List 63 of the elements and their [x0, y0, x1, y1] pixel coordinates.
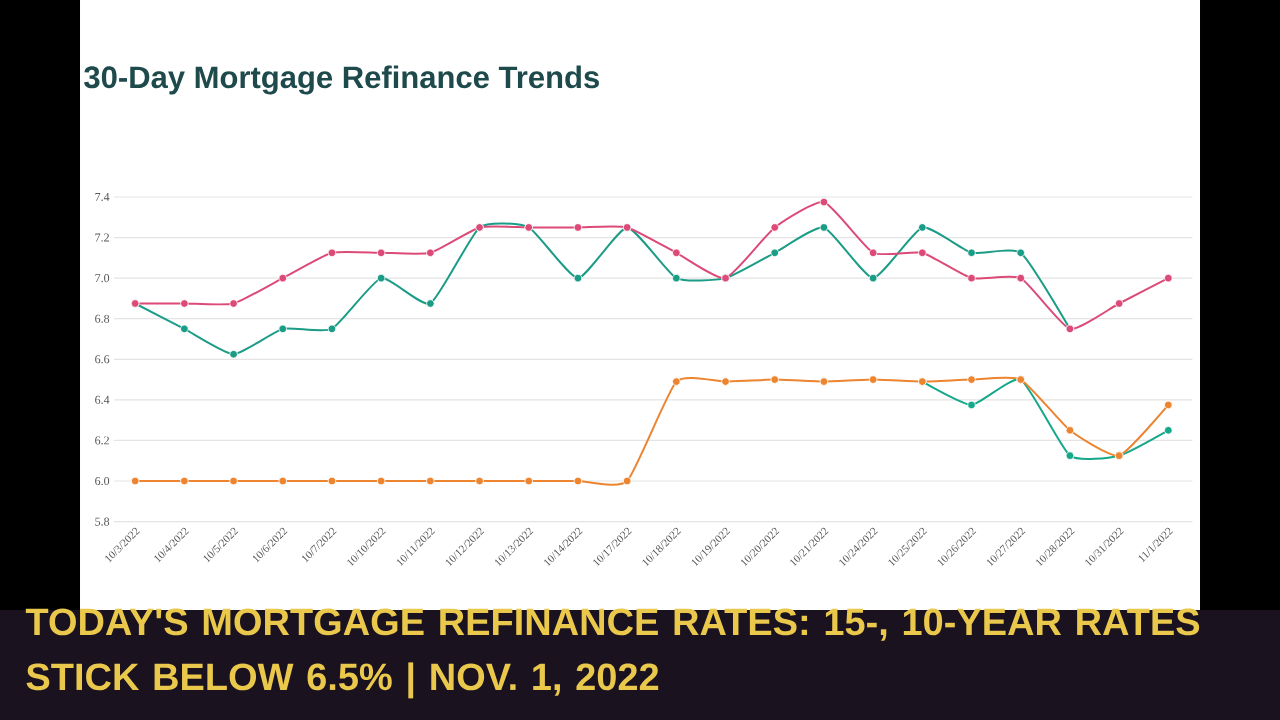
y-tick-label: 7.2 — [95, 233, 109, 242]
point — [376, 248, 386, 257]
point — [672, 273, 681, 283]
point — [130, 476, 140, 486]
point — [229, 350, 238, 359]
point — [819, 197, 829, 207]
y-tick-label: 6.8 — [95, 314, 110, 323]
y-tick-label: 6.6 — [95, 355, 110, 364]
point — [770, 375, 779, 384]
point — [524, 476, 533, 486]
point — [180, 324, 189, 334]
point — [1065, 426, 1075, 435]
point — [1164, 273, 1173, 283]
point — [967, 400, 976, 410]
point — [426, 248, 435, 257]
point — [327, 324, 337, 334]
point — [1065, 451, 1075, 460]
point — [1016, 248, 1025, 257]
y-tick-label: 7.0 — [95, 274, 110, 283]
point — [278, 476, 287, 486]
y-tick-label: 6.0 — [95, 476, 110, 486]
point — [1164, 400, 1173, 410]
point — [278, 273, 287, 283]
chart-title: 30-Day Mortgage Refinance Trends — [84, 65, 599, 95]
point — [229, 299, 238, 308]
point — [475, 476, 484, 486]
point — [1114, 299, 1124, 308]
point — [376, 476, 386, 486]
point — [376, 273, 386, 283]
point — [573, 273, 583, 283]
point — [573, 476, 583, 486]
point — [672, 248, 681, 257]
point — [180, 299, 189, 308]
point — [573, 223, 583, 232]
y-tick-label: 7.4 — [95, 192, 110, 202]
point — [819, 223, 829, 232]
point — [1164, 426, 1173, 435]
point — [868, 273, 878, 283]
point — [770, 223, 779, 232]
point — [672, 377, 681, 386]
point — [918, 248, 927, 257]
point — [770, 248, 779, 257]
point — [967, 273, 976, 283]
point — [278, 324, 287, 334]
point — [622, 476, 632, 486]
point — [868, 248, 878, 257]
point — [918, 223, 927, 232]
point — [967, 375, 976, 384]
point — [180, 476, 189, 486]
text: TODAY'S MORTGAGE REFINANCE RATES: 15-, 10-YEAR RATES STICK BELOW 6.5% | NOV. 1, 2022 — [25, 608, 1200, 699]
y-tick-label: 6.2 — [95, 436, 109, 445]
point — [327, 248, 337, 257]
point — [819, 377, 829, 386]
point — [1016, 273, 1025, 283]
point — [229, 476, 238, 486]
point — [426, 476, 435, 486]
point — [426, 299, 435, 308]
point — [967, 248, 976, 257]
y-tick-label: 5.8 — [95, 517, 110, 526]
point — [868, 375, 878, 384]
point — [721, 377, 730, 386]
point — [327, 476, 337, 486]
y-tick-label: 6.4 — [95, 395, 110, 404]
